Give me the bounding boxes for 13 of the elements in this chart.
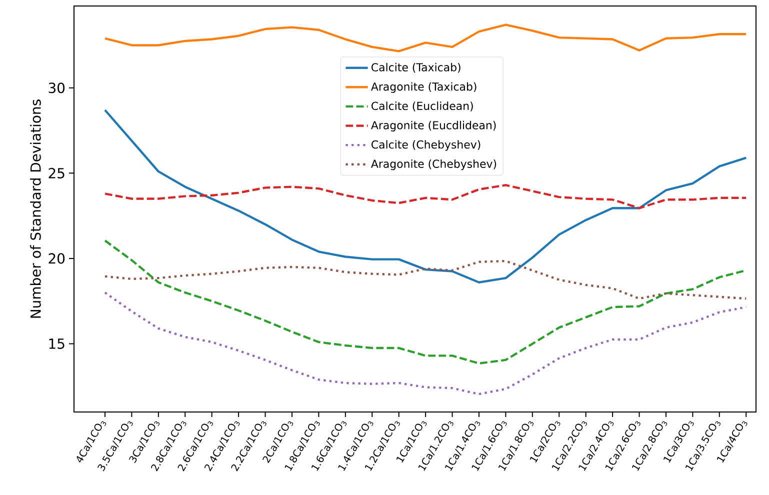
y-tick-label: 30 (48, 82, 65, 94)
y-tick-label: 20 (48, 253, 65, 264)
legend-label: Aragonite (Eucdlidean) (371, 120, 496, 132)
legend-label: Calcite (Taxicab) (372, 62, 460, 73)
legend-label: Aragonite (Chebyshev) (371, 159, 496, 170)
legend-label: Aragonite (Taxicab) (371, 82, 476, 93)
legend-label: Calcite (Chebyshev) (372, 140, 480, 151)
line-series (104, 291, 748, 396)
y-axis-title: Number of Standard Deviations (30, 100, 41, 318)
y-tick-label: 15 (49, 338, 64, 349)
y-tick-label: 25 (48, 168, 64, 178)
legend-label: Calcite (Euclidean) (372, 102, 473, 112)
line-series (104, 184, 748, 210)
